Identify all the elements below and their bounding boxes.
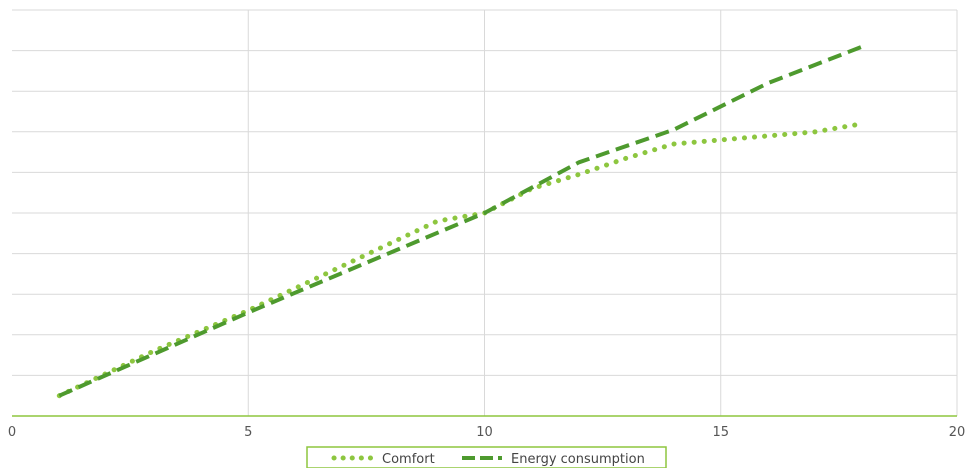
- x-tick-label: 15: [712, 425, 729, 440]
- axis-layer: 0 5 10 15 20: [8, 415, 966, 440]
- legend-label: Comfort: [382, 452, 435, 467]
- series-line-comfort: [56, 121, 865, 399]
- series-line-energy-consumption: [58, 44, 864, 398]
- legend-label: Energy consumption: [511, 452, 645, 467]
- x-tick-label: 0: [8, 425, 16, 440]
- series-layer: [56, 44, 865, 399]
- x-tick-label: 20: [949, 425, 966, 440]
- x-tick-label: 5: [244, 425, 252, 440]
- legend: Comfort Energy consumption: [306, 446, 667, 468]
- x-tick-label: 10: [476, 425, 493, 440]
